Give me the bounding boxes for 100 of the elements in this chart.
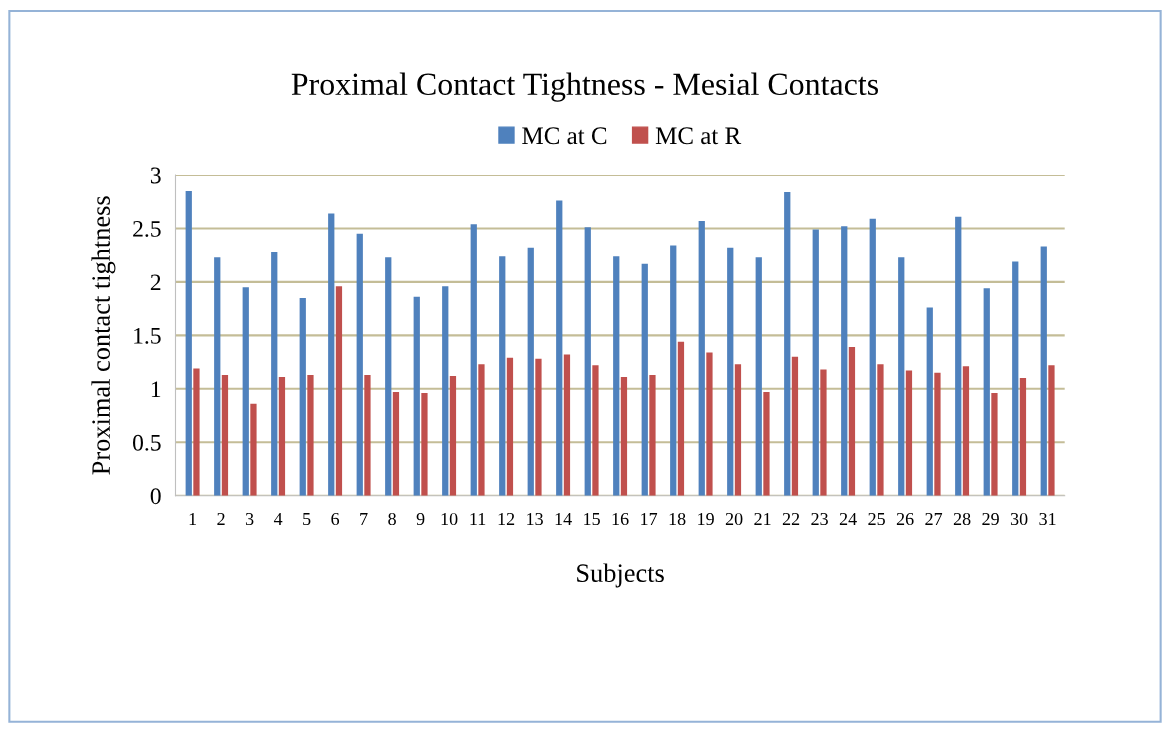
bar: [278, 377, 286, 496]
bar: [364, 374, 371, 496]
x-tick-label: 7: [360, 513, 368, 525]
bar: [299, 297, 306, 496]
x-tick-label: 3: [245, 512, 254, 526]
x-tick-label: 5: [303, 513, 311, 526]
x-tick-label: 25: [868, 512, 885, 526]
x-tick-label: 2: [217, 512, 225, 525]
bar: [193, 368, 200, 496]
bar: [613, 256, 620, 496]
x-tick-label: 13: [527, 512, 543, 526]
bar: [763, 392, 770, 496]
bar: [592, 365, 599, 496]
x-tick-label: 1: [189, 513, 197, 525]
x-tick-label: 15: [584, 513, 600, 526]
x-tick-label: 21: [754, 512, 771, 525]
legend-label: MC at C: [522, 127, 607, 145]
y-tick-label: 2: [150, 274, 161, 291]
bar: [641, 263, 648, 496]
bar: [442, 286, 449, 496]
bar: [869, 218, 876, 496]
bar: [328, 213, 335, 496]
bar: [727, 247, 734, 496]
x-tick-label: 12: [498, 512, 515, 525]
bar: [926, 307, 933, 496]
bar: [649, 374, 656, 496]
bar: [877, 364, 884, 496]
bar: [841, 226, 848, 496]
bar: [242, 287, 249, 496]
x-tick-label: 28: [953, 512, 971, 526]
x-tick-label: 29: [982, 512, 999, 526]
bar: [734, 364, 742, 496]
x-tick-label: 8: [388, 512, 396, 526]
x-tick-label: 19: [698, 512, 714, 526]
bar: [784, 192, 791, 496]
bar: [934, 372, 941, 496]
bar: [449, 375, 457, 496]
x-tick-label: 23: [811, 512, 828, 526]
bar: [478, 364, 485, 496]
x-tick-label: 30: [1010, 512, 1028, 526]
bar: [962, 366, 970, 496]
x-tick-label: 14: [555, 513, 572, 525]
bar: [670, 245, 677, 496]
x-tick-label: 20: [725, 512, 743, 526]
x-tick-label: 10: [441, 512, 458, 526]
bar: [356, 233, 363, 496]
bar: [584, 227, 591, 496]
y-tick-label: 1.5: [134, 327, 161, 344]
bar: [677, 341, 685, 496]
bar: [556, 200, 563, 496]
y-axis-title: Proximal contact tightness: [91, 196, 116, 475]
bar: [698, 220, 705, 496]
bar: [812, 229, 819, 496]
bar: [755, 257, 762, 496]
bar: [506, 357, 514, 496]
bar: [620, 377, 628, 496]
y-tick-label: 0: [150, 488, 161, 505]
bar: [335, 286, 343, 496]
x-tick-label: 9: [416, 512, 425, 526]
bar: [385, 257, 392, 496]
x-tick-label: 4: [273, 513, 283, 525]
bar: [905, 370, 913, 496]
bar: [527, 247, 534, 496]
x-tick-label: 18: [669, 512, 686, 526]
chart-title: Proximal Contact Tightness - Mesial Contacts: [291, 72, 878, 102]
bar: [392, 392, 400, 496]
y-tick-label: 3: [150, 167, 161, 184]
x-axis-title: Subjects: [577, 563, 664, 588]
bar: [221, 374, 229, 496]
bar: [185, 191, 192, 496]
bar: [250, 403, 257, 496]
bar: [271, 251, 278, 496]
bar: [421, 393, 428, 496]
bar: [991, 393, 998, 496]
bar: [470, 224, 477, 496]
bar: [706, 352, 713, 496]
bar: [563, 354, 571, 496]
bar: [1012, 261, 1019, 496]
legend-label: MC at R: [655, 127, 742, 145]
x-tick-label: 27: [925, 512, 943, 525]
bar: [791, 356, 799, 496]
x-tick-label: 22: [782, 512, 800, 525]
bar: [307, 374, 314, 496]
bar: [955, 216, 962, 496]
y-tick-label: 0.5: [133, 434, 161, 451]
bar: [535, 358, 542, 496]
x-tick-label: 16: [612, 512, 629, 526]
x-tick-label: 17: [641, 513, 658, 525]
bar: [898, 257, 905, 496]
x-tick-label: 24: [839, 512, 857, 525]
bar: [820, 369, 827, 496]
bar: [848, 347, 856, 496]
bar: [1040, 246, 1047, 496]
bar: [1048, 365, 1055, 496]
x-tick-label: 26: [896, 512, 914, 526]
bar: [983, 288, 990, 496]
x-tick-label: 6: [331, 512, 340, 526]
x-tick-label: 11: [470, 513, 486, 525]
bar: [1019, 378, 1027, 496]
bar: [214, 257, 221, 496]
